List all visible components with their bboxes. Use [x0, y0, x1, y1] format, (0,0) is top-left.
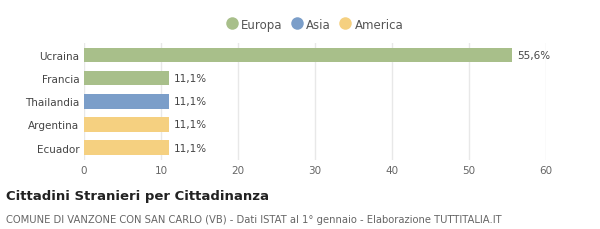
- Bar: [84, 72, 169, 86]
- Text: 11,1%: 11,1%: [174, 120, 207, 130]
- Text: Cittadini Stranieri per Cittadinanza: Cittadini Stranieri per Cittadinanza: [6, 189, 269, 202]
- Bar: [84, 141, 169, 155]
- Text: 55,6%: 55,6%: [517, 51, 550, 61]
- Text: 11,1%: 11,1%: [174, 74, 207, 84]
- Legend: Europa, Asia, America: Europa, Asia, America: [222, 14, 408, 37]
- Text: 11,1%: 11,1%: [174, 143, 207, 153]
- Bar: [84, 118, 169, 132]
- Bar: [84, 95, 169, 109]
- Bar: [84, 49, 512, 63]
- Text: COMUNE DI VANZONE CON SAN CARLO (VB) - Dati ISTAT al 1° gennaio - Elaborazione T: COMUNE DI VANZONE CON SAN CARLO (VB) - D…: [6, 214, 502, 224]
- Text: 11,1%: 11,1%: [174, 97, 207, 107]
